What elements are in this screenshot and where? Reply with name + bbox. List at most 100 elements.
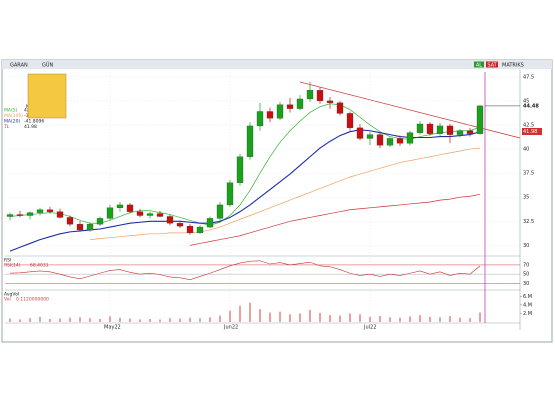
buy-button[interactable]	[474, 61, 484, 68]
volume-bar	[319, 313, 321, 322]
volume-bar	[9, 318, 11, 322]
y-tick-label: 6.M	[523, 294, 532, 300]
symbol: GARAN	[10, 63, 28, 69]
candle-body	[286, 104, 294, 109]
candle-body	[456, 130, 464, 135]
legend-name: MA(5)	[4, 108, 18, 114]
x-tick-label: Jul22	[363, 325, 376, 331]
volume-bar	[29, 318, 31, 322]
volume-bar	[349, 313, 351, 322]
volume-bar	[119, 317, 121, 322]
volume-bar	[399, 317, 401, 322]
volume-bar	[69, 317, 71, 322]
candle-body	[166, 216, 174, 224]
volume-bar	[99, 319, 101, 322]
volume-bar	[199, 318, 201, 322]
candle-body	[246, 125, 254, 157]
volume-bar	[419, 315, 421, 322]
volume-bar	[89, 318, 91, 322]
y-tick-label: 42.5	[523, 122, 534, 128]
volume-bar	[229, 310, 231, 322]
volume-bar	[459, 317, 461, 322]
panel-title: AvgVol	[4, 292, 19, 298]
y-tick-label: 50	[523, 272, 529, 278]
volume-bar	[469, 318, 471, 322]
volume-bar	[59, 318, 61, 322]
sell-label[interactable]: SAT	[487, 63, 497, 69]
candle-body	[266, 111, 274, 119]
y-tick-label: 47.5	[523, 74, 534, 80]
candle-body	[186, 225, 194, 233]
series-line	[9, 129, 481, 252]
candle-body	[86, 224, 94, 231]
legend-name: Vol	[4, 297, 11, 303]
candle-body	[226, 182, 234, 206]
y-tick-label: 30	[523, 243, 529, 249]
period[interactable]: GÜN	[42, 62, 54, 69]
candle-body	[76, 224, 84, 231]
candle-body	[96, 218, 104, 225]
trend-line	[299, 81, 521, 139]
candle-body	[156, 213, 164, 217]
legend-value: 0.1120000000	[16, 297, 49, 303]
candle-body	[436, 125, 444, 134]
volume-bar	[279, 311, 281, 322]
volume-bar	[289, 314, 291, 322]
volume-bar	[49, 319, 51, 322]
candle-body	[326, 100, 334, 103]
candle-body	[386, 138, 394, 146]
candle-body	[416, 123, 424, 133]
volume-bar	[39, 316, 41, 322]
candle-body	[346, 113, 354, 129]
volume-bar	[149, 319, 151, 322]
candle-body	[46, 209, 54, 212]
y-tick-label: 2.M	[523, 311, 532, 317]
candle-body	[396, 138, 404, 144]
sell-button[interactable]	[486, 61, 498, 68]
y-tick-label: 35	[523, 195, 529, 201]
volume-bar	[339, 315, 341, 322]
volume-bar	[19, 319, 21, 322]
legend-name: MA(100)	[4, 113, 23, 119]
volume-bar	[409, 316, 411, 322]
candle-body	[6, 214, 14, 217]
volume-bar	[219, 315, 221, 322]
series-line	[189, 193, 481, 246]
y-tick-label: 40	[523, 147, 529, 153]
candle-body	[36, 209, 44, 213]
candle-body	[26, 212, 34, 216]
volume-bar	[299, 313, 301, 322]
volume-bar	[269, 312, 271, 322]
legend-name: RSI(14)	[4, 263, 21, 269]
candle-body	[306, 90, 314, 100]
candle-body	[196, 226, 204, 233]
info-box-bg	[27, 73, 67, 119]
volume-bar	[159, 319, 161, 322]
candle-body	[446, 125, 454, 135]
series-line	[89, 147, 481, 240]
volume-bar	[369, 316, 371, 322]
volume-bar	[189, 317, 191, 322]
tl-label-bg	[522, 128, 542, 135]
volume-bar	[479, 312, 481, 322]
candle-body	[256, 111, 264, 127]
y-tick-label: 45	[523, 98, 529, 104]
candle-body	[426, 123, 434, 134]
volume-bar	[259, 309, 261, 322]
y-tick-label: 37.5	[523, 171, 534, 177]
candle-body	[336, 102, 344, 114]
candle-body	[126, 204, 134, 212]
y-tick-label: 4.M	[523, 302, 532, 308]
candle-body	[56, 211, 64, 218]
last-price-label: 44.48	[523, 103, 539, 109]
volume-bar	[309, 310, 311, 322]
candle-body	[106, 207, 114, 219]
buy-label[interactable]: AL	[476, 63, 482, 69]
candle-body	[16, 214, 24, 216]
toolbar	[2, 60, 552, 69]
candle-body	[376, 134, 384, 146]
legend-name: TL	[3, 124, 10, 130]
y-tick-label: 30	[523, 281, 529, 287]
candle-body	[296, 98, 304, 109]
